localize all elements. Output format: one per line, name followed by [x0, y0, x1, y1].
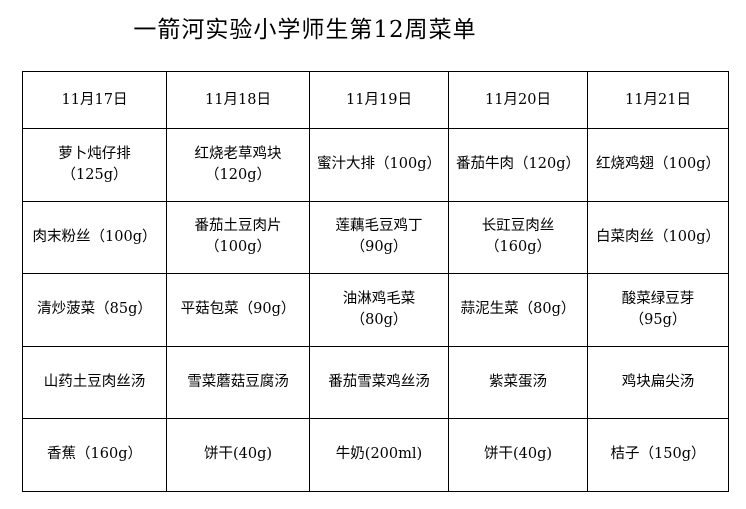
menu-cell: 桔子（150g） [587, 418, 729, 492]
table-row: 清炒菠菜（85g） 平菇包菜（90g） 油淋鸡毛菜 （80g） 蒜泥生菜（80g… [22, 273, 729, 347]
menu-cell: 山药土豆肉丝汤 [22, 345, 167, 419]
header-cell-day-2: 11月18日 [166, 71, 310, 129]
table-row: 香蕉（160g） 饼干(40g) 牛奶(200ml) 饼干(40g) 桔子（15… [22, 418, 729, 492]
menu-cell: 紫菜蛋汤 [448, 345, 588, 419]
menu-cell: 番茄土豆肉片 （100g） [166, 200, 310, 274]
menu-cell: 香蕉（160g） [22, 418, 167, 492]
menu-cell: 鸡块扁尖汤 [587, 345, 729, 419]
menu-cell: 红烧老草鸡块 （120g） [166, 128, 310, 202]
menu-cell: 白菜肉丝（100g） [587, 200, 729, 274]
menu-cell: 肉末粉丝（100g） [22, 200, 167, 274]
menu-cell: 番茄雪菜鸡丝汤 [309, 345, 449, 419]
menu-cell: 饼干(40g) [166, 418, 310, 492]
menu-cell: 红烧鸡翅（100g） [587, 128, 729, 202]
menu-cell: 牛奶(200ml) [309, 418, 449, 492]
menu-cell: 莲藕毛豆鸡丁 （90g） [309, 200, 449, 274]
menu-cell: 酸菜绿豆芽 （95g） [587, 273, 729, 347]
menu-cell: 清炒菠菜（85g） [22, 273, 167, 347]
header-cell-day-1: 11月17日 [22, 71, 167, 129]
table-header-row: 11月17日 11月18日 11月19日 11月20日 11月21日 [22, 71, 729, 129]
header-cell-day-3: 11月19日 [309, 71, 449, 129]
menu-cell: 饼干(40g) [448, 418, 588, 492]
menu-cell: 雪菜蘑菇豆腐汤 [166, 345, 310, 419]
menu-cell: 番茄牛肉（120g） [448, 128, 588, 202]
menu-cell: 长豇豆肉丝 （160g） [448, 200, 588, 274]
menu-cell: 油淋鸡毛菜 （80g） [309, 273, 449, 347]
page-title: 一箭河实验小学师生第12周菜单 [133, 17, 477, 43]
menu-table: 11月17日 11月18日 11月19日 11月20日 11月21日 萝卜炖仔排… [22, 71, 729, 492]
menu-cell: 平菇包菜（90g） [166, 273, 310, 347]
menu-cell: 蒜泥生菜（80g） [448, 273, 588, 347]
menu-cell: 萝卜炖仔排 （125g） [22, 128, 167, 202]
table-row: 萝卜炖仔排 （125g） 红烧老草鸡块 （120g） 蜜汁大排（100g） 番茄… [22, 128, 729, 202]
menu-cell: 蜜汁大排（100g） [309, 128, 449, 202]
header-cell-day-5: 11月21日 [587, 71, 729, 129]
header-cell-day-4: 11月20日 [448, 71, 588, 129]
table-row: 山药土豆肉丝汤 雪菜蘑菇豆腐汤 番茄雪菜鸡丝汤 紫菜蛋汤 鸡块扁尖汤 [22, 345, 729, 419]
table-row: 肉末粉丝（100g） 番茄土豆肉片 （100g） 莲藕毛豆鸡丁 （90g） 长豇… [22, 200, 729, 274]
